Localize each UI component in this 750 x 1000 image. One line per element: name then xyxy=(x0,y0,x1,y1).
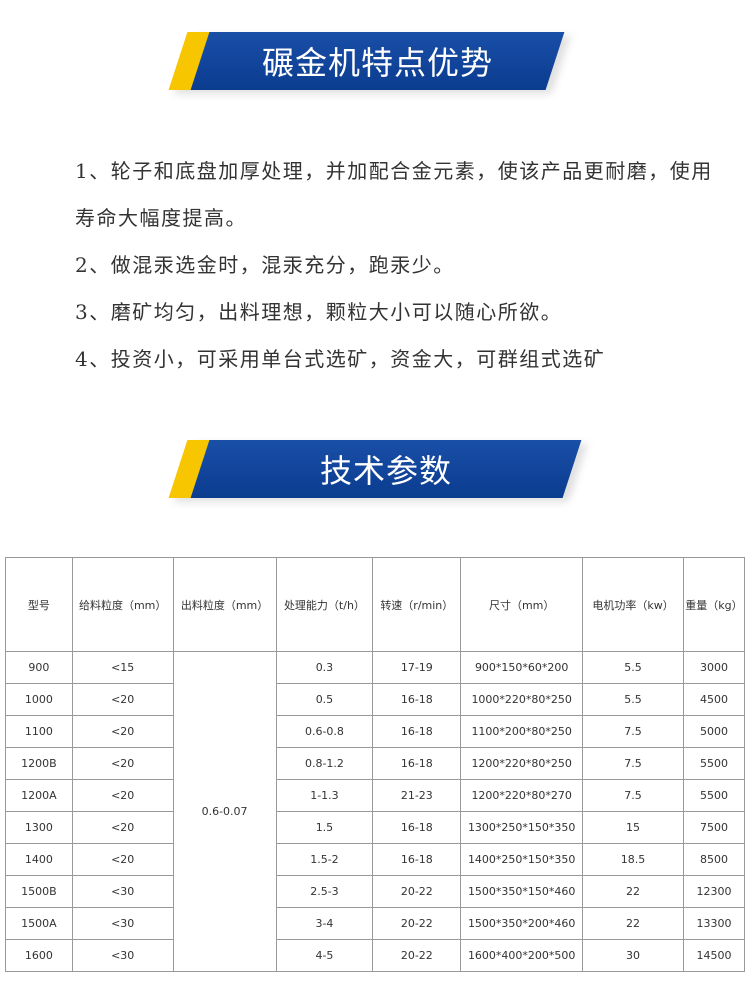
table-cell: 0.6-0.8 xyxy=(275,715,374,748)
table-cell: 1500B xyxy=(5,875,73,908)
column-header: 重量（kg） xyxy=(682,557,746,652)
table-cell: 1300*250*150*350 xyxy=(460,811,584,844)
column-header: 尺寸（mm） xyxy=(460,557,584,652)
table-cell: 14500 xyxy=(682,939,746,972)
table-cell: 1.5 xyxy=(275,811,374,844)
table-row: 1500A <30 3-4 20-22 1500*350*200*460 22 13300 xyxy=(5,907,746,940)
table-cell: 8500 xyxy=(682,843,746,876)
table-cell: <15 xyxy=(71,651,174,684)
table-cell: 22 xyxy=(582,907,684,940)
table-cell: 20-22 xyxy=(372,939,462,972)
table-cell: 1200*220*80*270 xyxy=(460,779,584,812)
table-cell: 18.5 xyxy=(582,843,684,876)
table-cell: 1500*350*200*460 xyxy=(460,907,584,940)
table-cell: 3000 xyxy=(682,651,746,684)
table-cell: 7.5 xyxy=(582,747,684,780)
table-cell: 17-19 xyxy=(372,651,462,684)
feature-list: 1、轮子和底盘加厚处理，并加配合金元素，使该产品更耐磨，使用寿命大幅度提高。 2… xyxy=(75,148,715,383)
table-cell: 1500A xyxy=(5,907,73,940)
table-cell: 20-22 xyxy=(372,907,462,940)
table-row: 1200B <20 0.8-1.2 16-18 1200*220*80*250 7.5 55… xyxy=(5,747,746,780)
table-cell: 7.5 xyxy=(582,779,684,812)
table-cell: <30 xyxy=(71,875,174,908)
table-row: 1400 <20 1.5-2 16-18 1400*250*150*350 18.5 850… xyxy=(5,843,746,876)
section-title: 技术参数 xyxy=(319,452,452,490)
table-cell: 5000 xyxy=(682,715,746,748)
table-cell: <20 xyxy=(71,683,174,716)
table-cell: 0.8-1.2 xyxy=(275,747,374,780)
feature-item: 1、轮子和底盘加厚处理，并加配合金元素，使该产品更耐磨，使用寿命大幅度提高。 xyxy=(75,159,713,230)
table-cell: 5.5 xyxy=(582,683,684,716)
table-cell: 7.5 xyxy=(582,715,684,748)
section-banner-features: 碾金机特点优势 xyxy=(168,32,571,94)
table-cell: 5500 xyxy=(682,747,746,780)
table-cell: 5.5 xyxy=(582,651,684,684)
column-header: 转速（r/min） xyxy=(372,557,462,652)
table-cell: 2.5-3 xyxy=(275,875,374,908)
table-row: 1000 <20 0.5 16-18 1000*220*80*250 5.5 4500 xyxy=(5,683,746,716)
table-row: 1300 <20 1.5 16-18 1300*250*150*350 15 7500 xyxy=(5,811,746,844)
table-cell: <20 xyxy=(71,779,174,812)
table-cell: 16-18 xyxy=(372,683,462,716)
table-cell: 0.5 xyxy=(275,683,374,716)
table-cell: 1200*220*80*250 xyxy=(460,747,584,780)
table-cell: 1-1.3 xyxy=(275,779,374,812)
table-cell: 1500*350*150*460 xyxy=(460,875,584,908)
table-cell: 1200A xyxy=(5,779,73,812)
table-cell: 0.3 xyxy=(275,651,374,684)
table-cell: <20 xyxy=(71,843,174,876)
table-cell: 16-18 xyxy=(372,843,462,876)
table-cell: 16-18 xyxy=(372,747,462,780)
table-row: 900 <15 0.6-0.07 0.3 17-19 900*150*60*200 5.5 3… xyxy=(5,651,746,972)
table-cell: 5500 xyxy=(682,779,746,812)
table-cell: 13300 xyxy=(682,907,746,940)
spec-table: 型号 给料粒度（mm） 出料粒度（mm） 处理能力（t/h） 转速（r/min） 尺寸（m… xyxy=(5,557,746,972)
column-header: 电机功率（kw） xyxy=(582,557,684,652)
table-cell: <20 xyxy=(71,811,174,844)
table-cell: 20-22 xyxy=(372,875,462,908)
table-cell: 1000*220*80*250 xyxy=(460,683,584,716)
feature-item: 2、做混汞选金时，混汞充分，跑汞少。 xyxy=(75,253,455,277)
table-cell: 12300 xyxy=(682,875,746,908)
table-cell: 900 xyxy=(5,651,73,684)
output-size-cell: 0.6-0.07 xyxy=(172,651,277,972)
table-cell: 7500 xyxy=(682,811,746,844)
table-cell: 30 xyxy=(582,939,684,972)
table-cell: 21-23 xyxy=(372,779,462,812)
table-cell: 16-18 xyxy=(372,715,462,748)
table-cell: 900*150*60*200 xyxy=(460,651,584,684)
table-cell: 16-18 xyxy=(372,811,462,844)
table-cell: 3-4 xyxy=(275,907,374,940)
column-header: 给料粒度（mm） xyxy=(71,557,174,652)
table-cell: <30 xyxy=(71,907,174,940)
feature-item: 3、磨矿均匀，出料理想，颗粒大小可以随心所欲。 xyxy=(75,300,563,324)
column-header: 处理能力（t/h） xyxy=(275,557,374,652)
table-cell: 1.5-2 xyxy=(275,843,374,876)
table-cell: 1000 xyxy=(5,683,73,716)
table-cell: <20 xyxy=(71,715,174,748)
table-cell: 1200B xyxy=(5,747,73,780)
table-cell: 1600*400*200*500 xyxy=(460,939,584,972)
table-cell: 1600 xyxy=(5,939,73,972)
table-cell: 1400*250*150*350 xyxy=(460,843,584,876)
table-cell: 1300 xyxy=(5,811,73,844)
table-row: 1500B <30 2.5-3 20-22 1500*350*150*460 22 1230… xyxy=(5,875,746,908)
table-cell: 4500 xyxy=(682,683,746,716)
section-title: 碾金机特点优势 xyxy=(261,44,493,82)
feature-item: 4、投资小，可采用单台式选矿，资金大，可群组式选矿 xyxy=(75,347,606,371)
table-row: 1200A <20 1-1.3 21-23 1200*220*80*270 7.5 5500 xyxy=(5,779,746,812)
column-header: 出料粒度（mm） xyxy=(172,557,277,652)
table-cell: 1100*200*80*250 xyxy=(460,715,584,748)
table-cell: <20 xyxy=(71,747,174,780)
table-row: 1100 <20 0.6-0.8 16-18 1100*200*80*250 7.5 500… xyxy=(5,715,746,748)
table-cell: 1400 xyxy=(5,843,73,876)
table-row: 1600 <30 4-5 20-22 1600*400*200*500 30 14500 xyxy=(5,939,746,972)
table-cell: 4-5 xyxy=(275,939,374,972)
table-cell: 15 xyxy=(582,811,684,844)
table-cell: 1100 xyxy=(5,715,73,748)
table-cell: 22 xyxy=(582,875,684,908)
section-banner-specs: 技术参数 xyxy=(168,440,588,502)
column-header: 型号 xyxy=(5,557,73,652)
table-cell: <30 xyxy=(71,939,174,972)
